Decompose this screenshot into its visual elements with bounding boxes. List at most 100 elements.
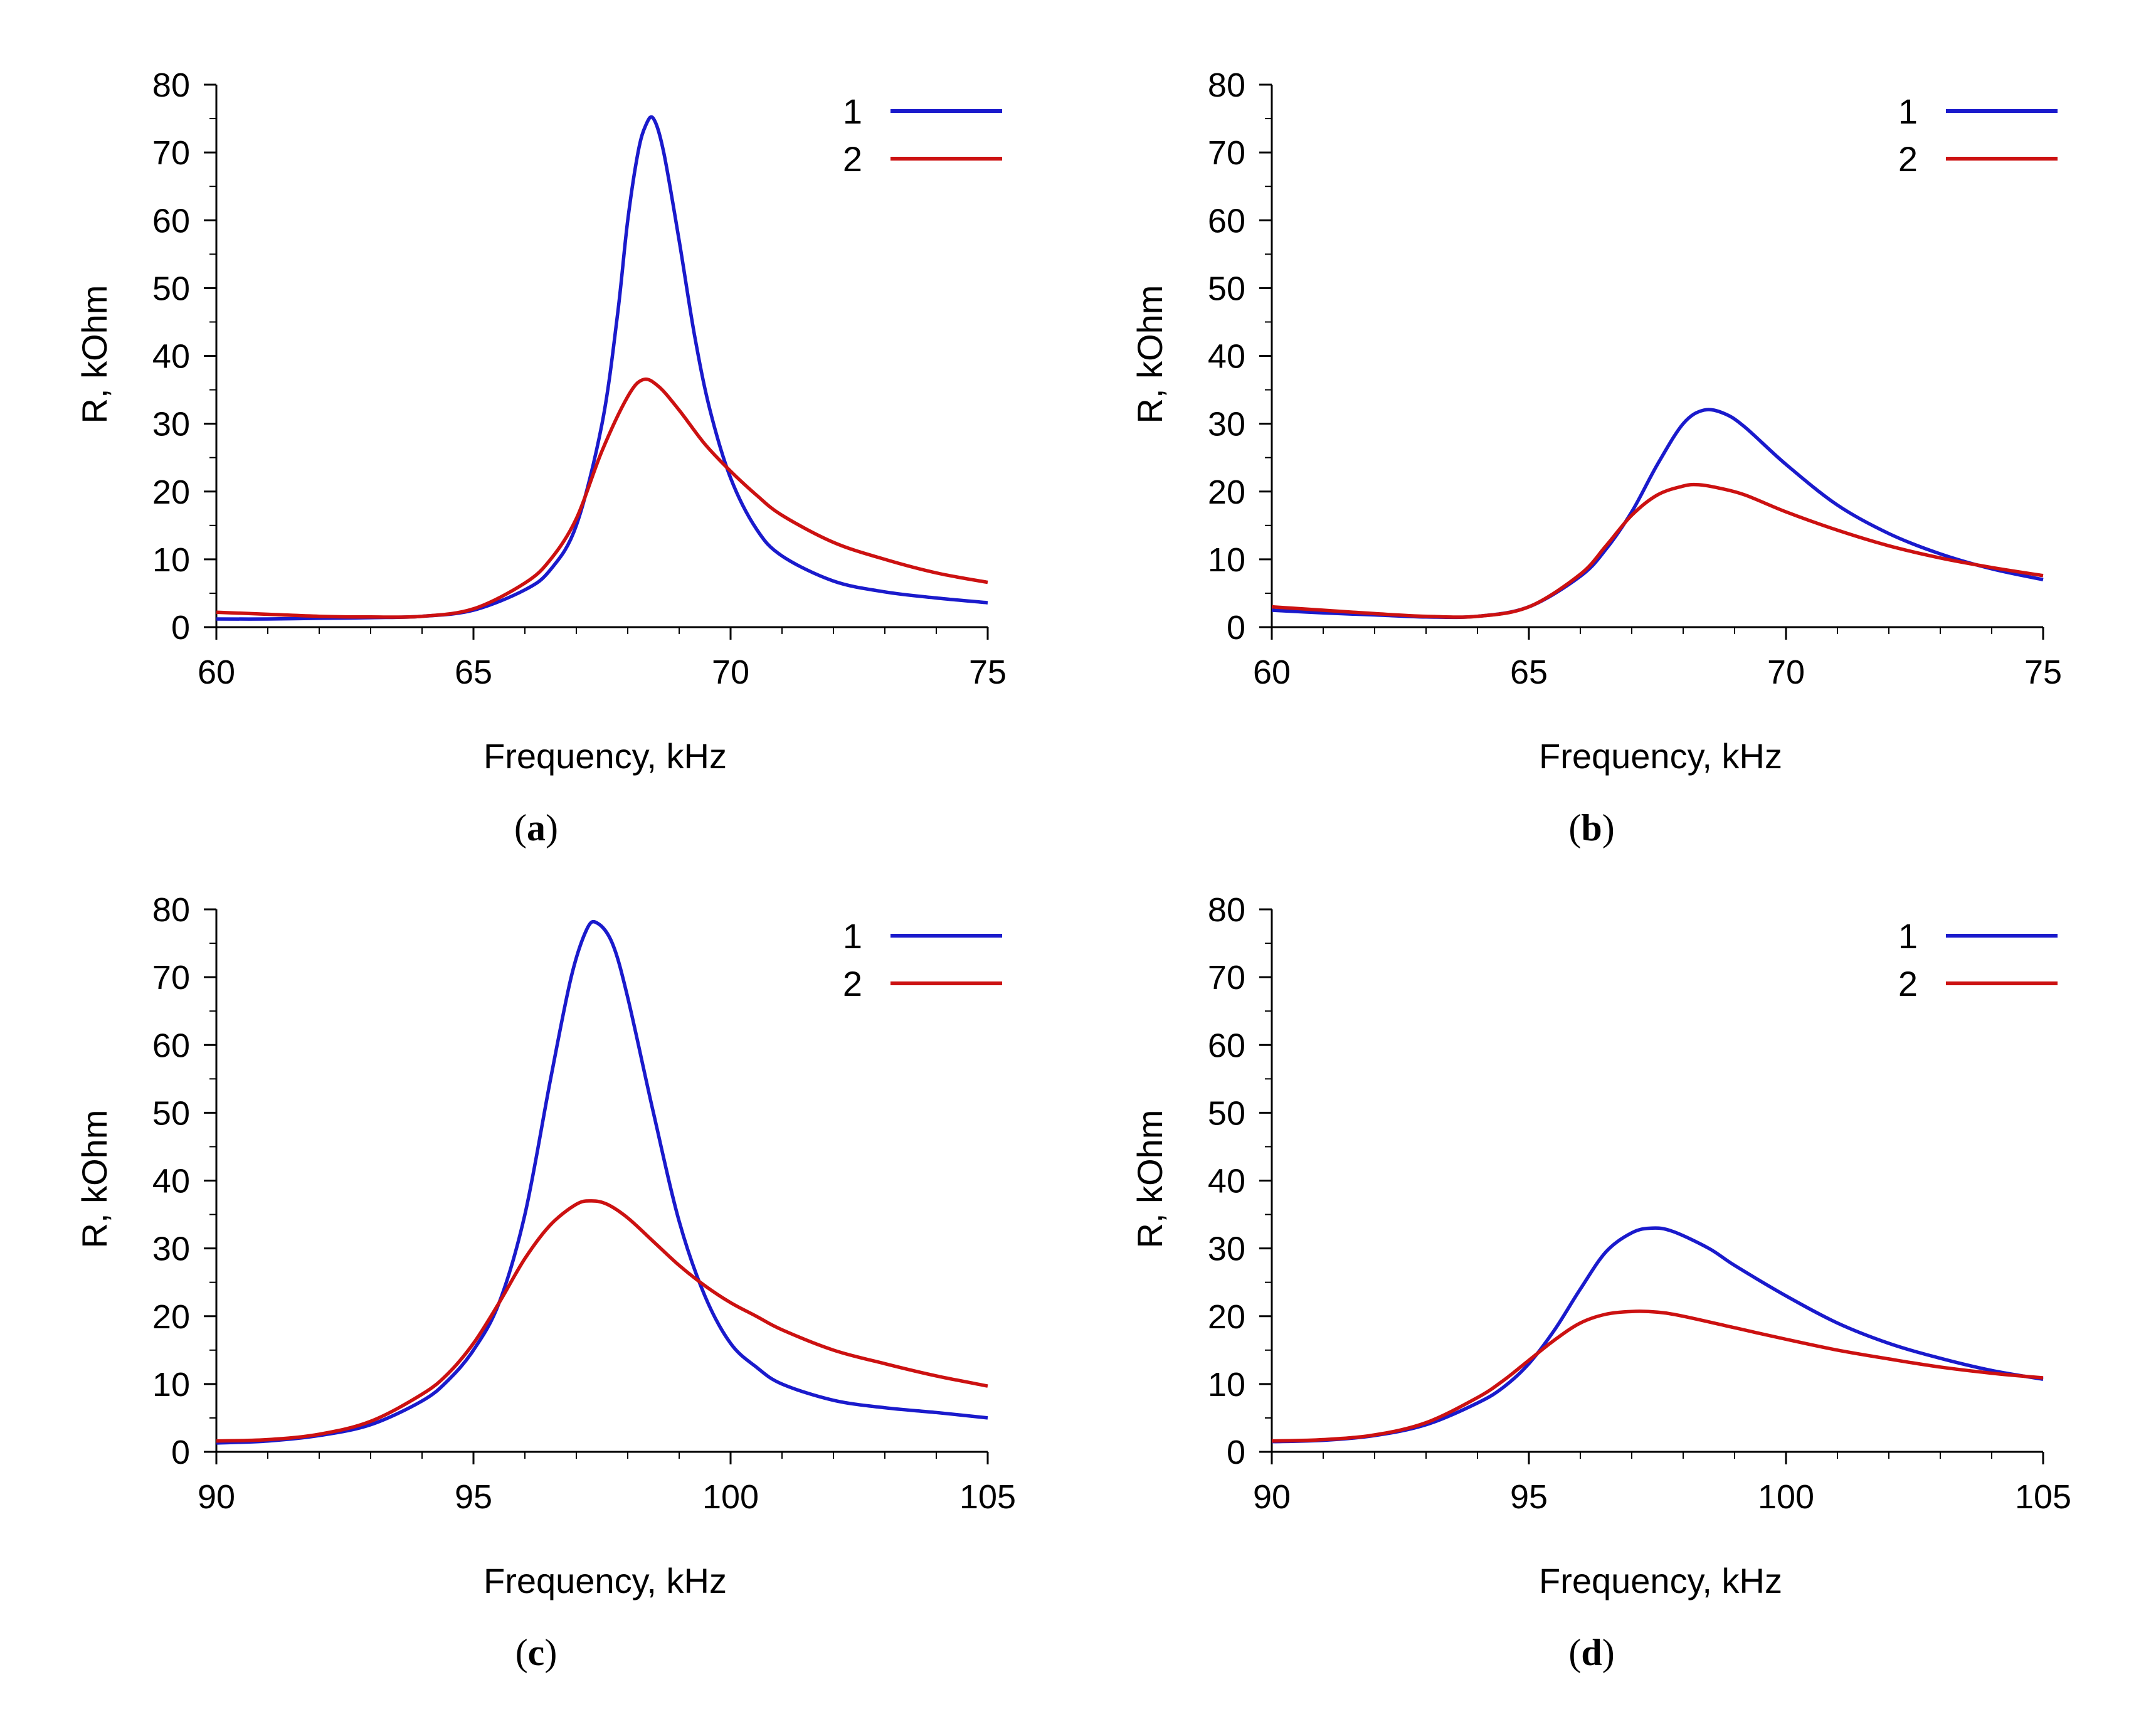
legend-a: 1 2	[843, 92, 1002, 179]
x-tick-label: 105	[2015, 1478, 2071, 1516]
caption-d: (d)	[1568, 1632, 1614, 1673]
y-tick-label: 40	[1208, 338, 1245, 376]
axes-d: 0 10 20 30 40 50 60 70 80 90 95 100 105	[1208, 891, 2071, 1516]
y-tick-label: 0	[171, 609, 190, 647]
y-tick-label: 80	[152, 891, 190, 929]
x-tick-label: 75	[2024, 653, 2062, 691]
y-tick-label: 70	[152, 134, 190, 172]
caption-letter: a	[527, 807, 546, 849]
y-axis-label: R, kOhm	[75, 285, 114, 424]
series-2-line	[1271, 1309, 2044, 1443]
y-tick-label: 70	[152, 959, 190, 997]
y-axis-label: R, kOhm	[75, 1110, 114, 1249]
legend-c: 1 2	[843, 916, 1002, 1003]
series-2-line	[216, 1199, 988, 1443]
y-tick-label: 30	[152, 406, 190, 443]
y-tick-label: 20	[152, 473, 190, 511]
caption-letter: d	[1581, 1632, 1602, 1673]
y-tick-label: 80	[1208, 891, 1245, 929]
y-tick-label: 80	[1208, 66, 1245, 104]
x-tick-label: 100	[702, 1478, 759, 1516]
y-tick-label: 50	[152, 270, 190, 307]
x-tick-label: 70	[712, 653, 749, 691]
legend-label-series-1: 1	[1898, 92, 1918, 131]
y-tick-label: 0	[1227, 1434, 1245, 1471]
x-axis-label: Frequency, kHz	[1539, 1561, 1782, 1600]
panel-a: 0 10 20 30 40 50 60 70 80 60 65 70 75 1 2 Frequency,…	[75, 66, 1007, 849]
series-1-line	[1271, 1226, 2044, 1444]
caption-a: (a)	[514, 807, 558, 849]
caption-b: (b)	[1568, 807, 1614, 849]
series-layer-b	[1271, 408, 2044, 620]
legend-label-series-2: 2	[1898, 964, 1918, 1003]
y-tick-label: 20	[152, 1298, 190, 1336]
x-tick-label: 65	[1510, 653, 1548, 691]
series-layer-a	[216, 115, 988, 621]
series-1-line	[216, 919, 988, 1445]
x-tick-label: 70	[1767, 653, 1805, 691]
y-tick-label: 60	[1208, 1027, 1245, 1064]
x-tick-label: 100	[1758, 1478, 1814, 1516]
y-tick-label: 10	[1208, 1366, 1245, 1404]
y-tick-label: 20	[1208, 1298, 1245, 1336]
y-tick-label: 60	[152, 202, 190, 240]
legend-b: 1 2	[1898, 92, 2058, 179]
y-tick-label: 30	[1208, 406, 1245, 443]
x-tick-label: 60	[198, 653, 235, 691]
x-axis-label: Frequency, kHz	[484, 736, 727, 776]
y-tick-label: 50	[1208, 270, 1245, 307]
y-tick-label: 60	[152, 1027, 190, 1064]
series-1-line	[216, 115, 988, 621]
panel-c: 0 10 20 30 40 50 60 70 80 90 95 100 105 1 2 Frequenc…	[75, 891, 1016, 1673]
y-tick-label: 10	[152, 1366, 190, 1404]
y-tick-label: 10	[152, 541, 190, 579]
series-2-line	[1271, 482, 2044, 619]
caption-letter: b	[1581, 807, 1602, 849]
x-tick-label: 95	[1510, 1478, 1548, 1516]
y-tick-label: 20	[1208, 473, 1245, 511]
panel-b: 0 10 20 30 40 50 60 70 80 60 65 70 75 1 2 Frequency,…	[1130, 66, 2062, 849]
y-tick-label: 50	[152, 1094, 190, 1132]
axes-a: 0 10 20 30 40 50 60 70 80 60 65 70 75	[152, 66, 1007, 691]
series-layer-d	[1271, 1226, 2044, 1444]
panel-d: 0 10 20 30 40 50 60 70 80 90 95 100 105 1 2 Frequenc…	[1130, 891, 2071, 1673]
y-tick-label: 10	[1208, 541, 1245, 579]
legend-d: 1 2	[1898, 916, 2058, 1003]
x-axis-label: Frequency, kHz	[484, 1561, 727, 1600]
legend-label-series-2: 2	[843, 139, 862, 179]
y-tick-label: 50	[1208, 1094, 1245, 1132]
y-tick-label: 40	[152, 1163, 190, 1200]
y-tick-label: 40	[152, 338, 190, 376]
x-tick-label: 65	[455, 653, 492, 691]
legend-label-series-1: 1	[1898, 916, 1918, 956]
y-axis-label: R, kOhm	[1130, 285, 1170, 424]
x-tick-label: 90	[198, 1478, 235, 1516]
x-tick-label: 75	[969, 653, 1007, 691]
series-1-line	[1271, 408, 2044, 620]
y-axis-label: R, kOhm	[1130, 1110, 1170, 1249]
axes-b: 0 10 20 30 40 50 60 70 80 60 65 70 75	[1208, 66, 2062, 691]
y-tick-label: 0	[171, 1434, 190, 1471]
y-tick-label: 80	[152, 66, 190, 104]
x-tick-label: 60	[1253, 653, 1291, 691]
axes-c: 0 10 20 30 40 50 60 70 80 90 95 100 105	[152, 891, 1016, 1516]
y-tick-label: 30	[152, 1230, 190, 1268]
legend-label-series-2: 2	[843, 964, 862, 1003]
y-tick-label: 0	[1227, 609, 1245, 647]
series-2-line	[216, 377, 988, 619]
y-tick-label: 70	[1208, 134, 1245, 172]
caption-letter: c	[528, 1632, 545, 1673]
series-layer-c	[216, 919, 988, 1445]
legend-label-series-2: 2	[1898, 139, 1918, 179]
y-tick-label: 70	[1208, 959, 1245, 997]
x-axis-label: Frequency, kHz	[1539, 736, 1782, 776]
x-tick-label: 95	[455, 1478, 492, 1516]
x-tick-label: 105	[959, 1478, 1016, 1516]
y-tick-label: 30	[1208, 1230, 1245, 1268]
y-tick-label: 60	[1208, 202, 1245, 240]
x-tick-label: 90	[1253, 1478, 1291, 1516]
caption-c: (c)	[515, 1632, 557, 1673]
legend-label-series-1: 1	[843, 916, 862, 956]
y-tick-label: 40	[1208, 1163, 1245, 1200]
